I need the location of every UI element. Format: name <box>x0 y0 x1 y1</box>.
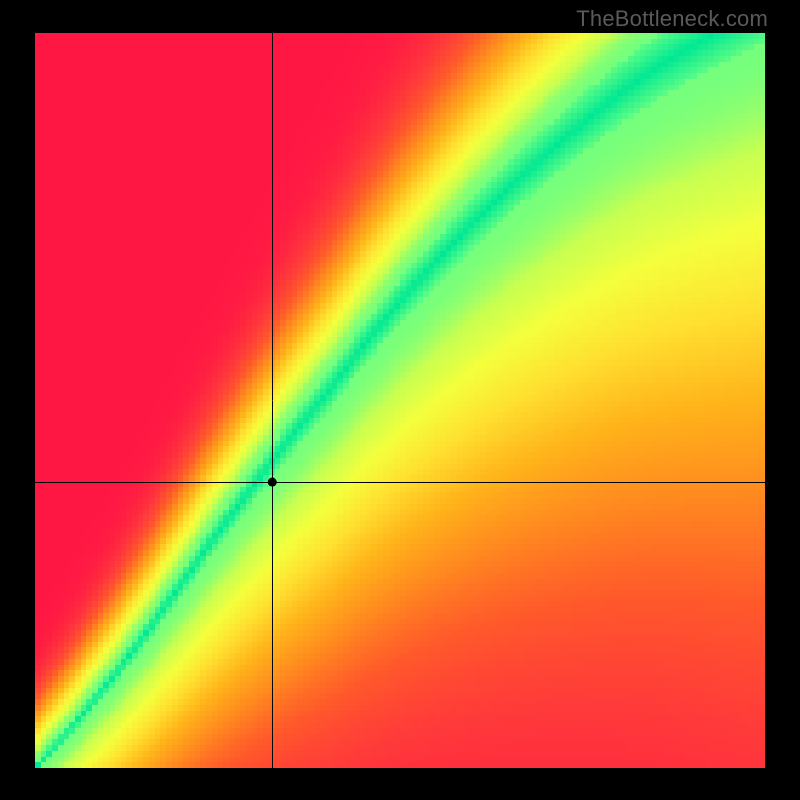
bottleneck-heatmap <box>0 0 800 800</box>
watermark-text: TheBottleneck.com <box>576 6 768 32</box>
